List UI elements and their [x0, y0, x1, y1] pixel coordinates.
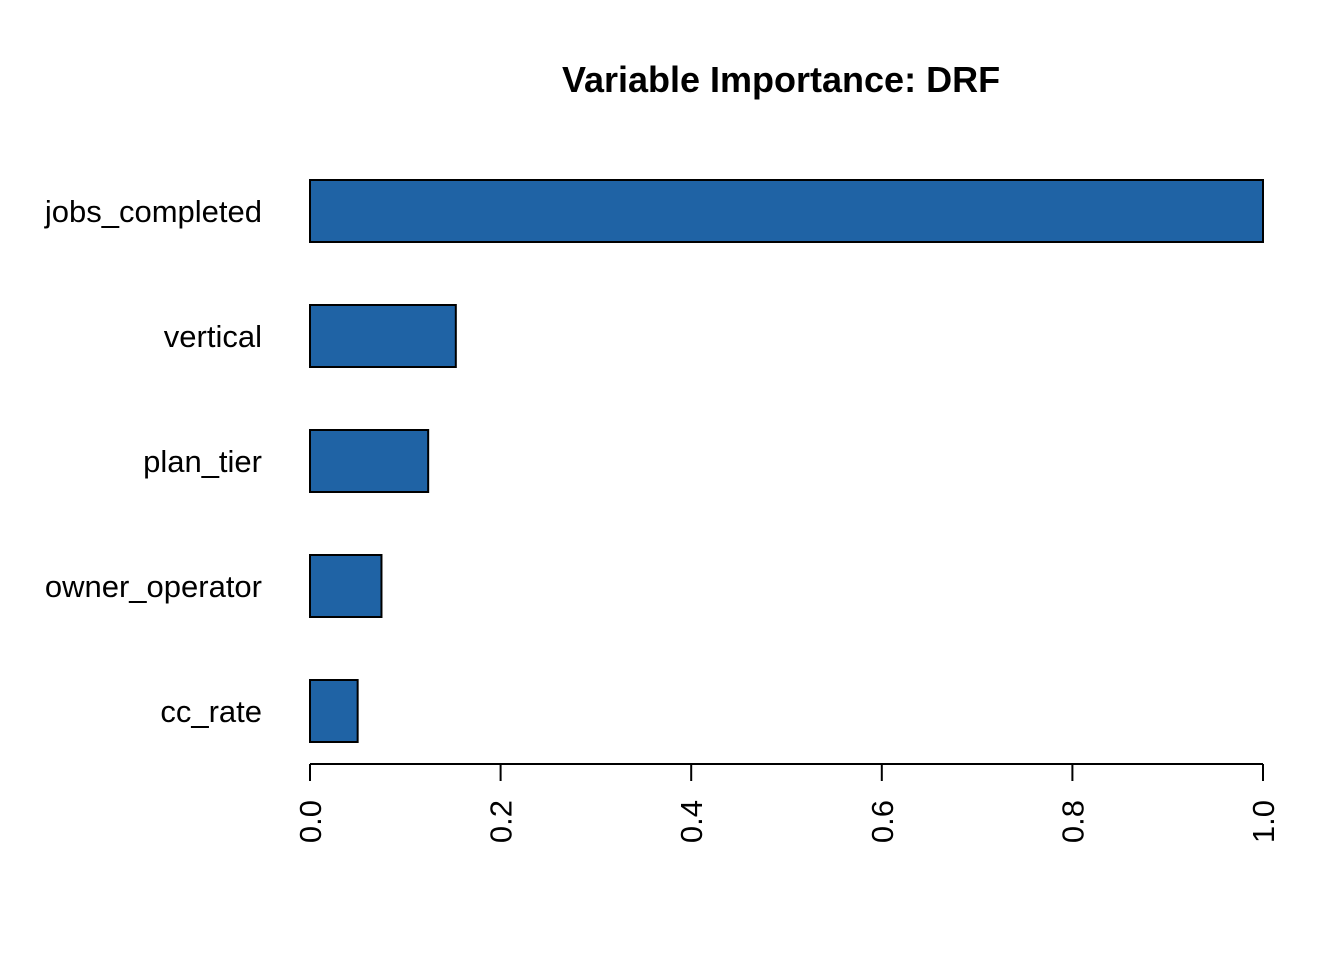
category-label: owner_operator — [45, 569, 262, 604]
bars-group — [309, 179, 1264, 743]
x-axis: 0.0 0.2 0.4 0.6 0.8 1.0 — [293, 763, 1281, 843]
category-label: vertical — [164, 319, 262, 354]
category-label: jobs_completed — [44, 194, 262, 229]
bar-owner-operator — [309, 554, 383, 618]
bar-plan-tier — [309, 429, 430, 493]
x-tick-label: 0.8 — [1055, 800, 1090, 843]
bar-cc-rate — [309, 679, 359, 743]
x-tick-label: 0.0 — [293, 800, 328, 843]
category-label: plan_tier — [143, 444, 262, 479]
x-tick-label: 0.6 — [865, 800, 900, 843]
chart-title: Variable Importance: DRF — [562, 59, 1000, 100]
bar-jobs-completed — [309, 179, 1264, 243]
x-tick-label: 0.2 — [484, 800, 519, 843]
bar-vertical — [309, 304, 457, 368]
category-labels: jobs_completed vertical plan_tier owner_ope… — [44, 194, 262, 729]
category-label: cc_rate — [160, 694, 262, 729]
x-tick-label: 0.4 — [674, 800, 709, 843]
x-tick-label: 1.0 — [1246, 800, 1281, 843]
